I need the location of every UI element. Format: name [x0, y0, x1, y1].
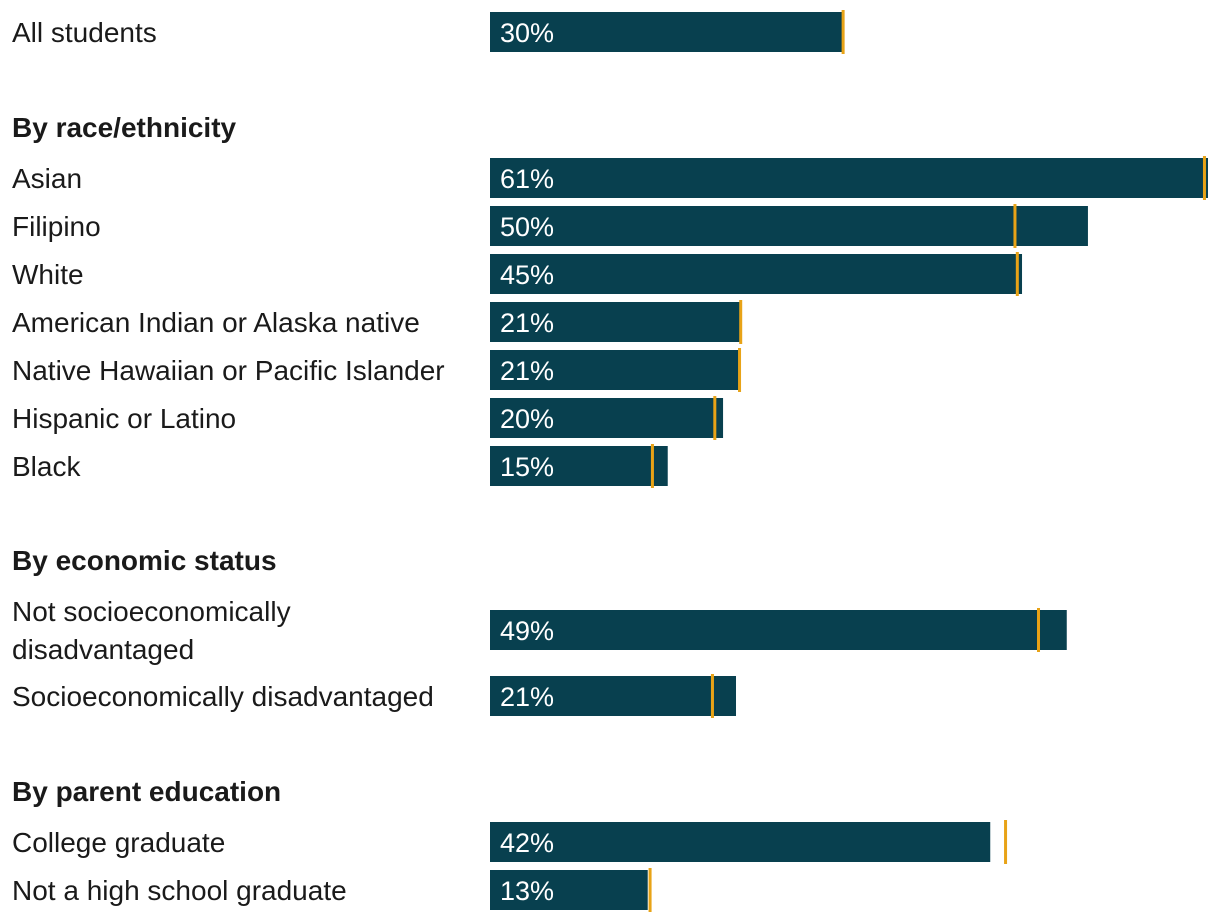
data-label: 21% — [500, 308, 554, 338]
row-label: All students — [12, 17, 157, 48]
row-label: disadvantaged — [12, 634, 194, 665]
comparison-marker — [738, 348, 742, 392]
bar — [490, 398, 724, 438]
comparison-marker — [713, 396, 717, 440]
comparison-marker — [1202, 156, 1206, 200]
bar — [490, 822, 991, 862]
row-label: Hispanic or Latino — [12, 403, 236, 434]
bar — [490, 12, 844, 52]
row-label: Black — [12, 451, 81, 482]
data-label: 20% — [500, 404, 554, 434]
comparison-marker — [648, 868, 652, 912]
bar — [490, 206, 1088, 246]
bar — [490, 870, 648, 910]
comparison-marker — [710, 674, 714, 718]
comparison-marker — [739, 300, 743, 344]
bar — [490, 350, 740, 390]
row-label: Not socioeconomically — [12, 596, 291, 627]
comparison-marker — [841, 10, 845, 54]
group-heading: By parent education — [12, 776, 281, 807]
comparison-marker — [1004, 820, 1008, 864]
data-label: 45% — [500, 260, 554, 290]
row-label: College graduate — [12, 827, 225, 858]
data-label: 30% — [500, 18, 554, 48]
comparison-marker — [1015, 252, 1019, 296]
data-label: 42% — [500, 828, 554, 858]
row-label: White — [12, 259, 84, 290]
bar — [490, 446, 668, 486]
data-label: 21% — [500, 356, 554, 386]
bar — [490, 676, 737, 716]
bar — [490, 158, 1208, 198]
comparison-marker — [1037, 608, 1041, 652]
data-label: 61% — [500, 164, 554, 194]
data-label: 49% — [500, 616, 554, 646]
row-label: Asian — [12, 163, 82, 194]
data-label: 15% — [500, 452, 554, 482]
data-label: 50% — [500, 212, 554, 242]
bar — [490, 254, 1023, 294]
bar — [490, 302, 741, 342]
row-label: American Indian or Alaska native — [12, 307, 420, 338]
comparison-marker — [650, 444, 654, 488]
data-label: 21% — [500, 682, 554, 712]
group-heading: By economic status — [12, 545, 277, 576]
row-label: Native Hawaiian or Pacific Islander — [12, 355, 445, 386]
data-label: 13% — [500, 876, 554, 906]
row-label: Not a high school graduate — [12, 875, 347, 906]
comparison-marker — [1013, 204, 1017, 248]
group-heading: By race/ethnicity — [12, 112, 237, 143]
row-label: Socioeconomically disadvantaged — [12, 681, 434, 712]
bar — [490, 610, 1067, 650]
row-label: Filipino — [12, 211, 101, 242]
